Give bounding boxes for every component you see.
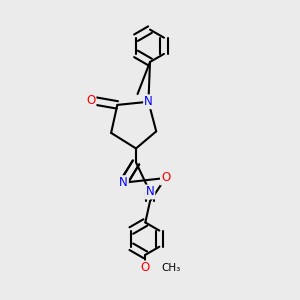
Text: CH₃: CH₃ — [161, 263, 181, 273]
Text: O: O — [161, 172, 170, 184]
Text: O: O — [86, 94, 95, 107]
Text: N: N — [119, 176, 128, 189]
Text: N: N — [144, 95, 153, 108]
Text: O: O — [141, 261, 150, 274]
Text: N: N — [146, 185, 154, 199]
